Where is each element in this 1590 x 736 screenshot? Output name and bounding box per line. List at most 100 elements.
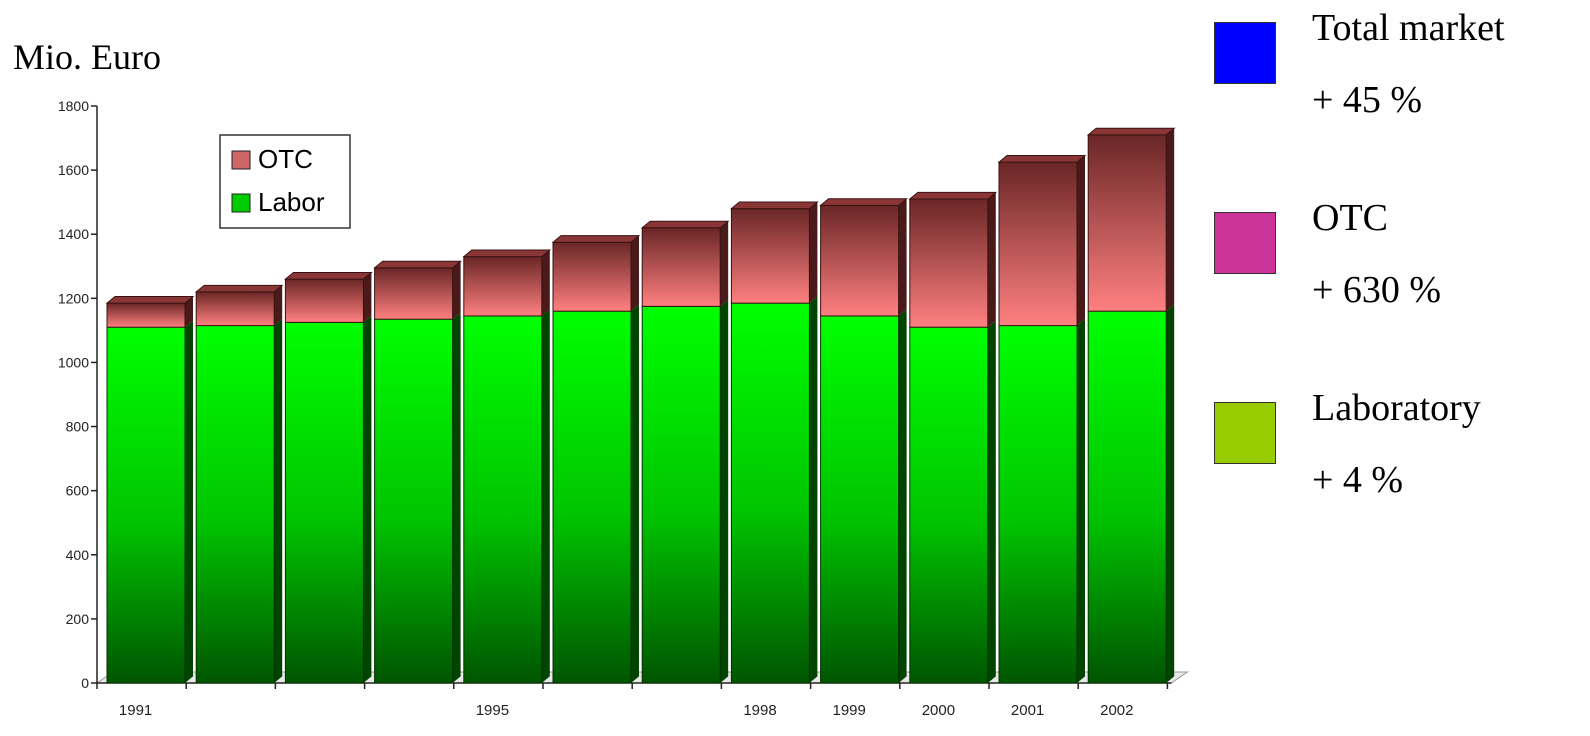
- y-tick-label: 400: [66, 547, 90, 563]
- laboratory-swatch: [1214, 402, 1276, 464]
- otc-bar-side: [631, 235, 639, 312]
- labor-bar-side: [185, 320, 193, 683]
- otc-bar-top: [551, 235, 641, 243]
- otc-bar-top: [1086, 127, 1176, 136]
- labor-bar: [552, 310, 632, 684]
- bars-layer: [105, 127, 1176, 684]
- bar-group-2000: [908, 191, 998, 684]
- otc-bar-top: [640, 220, 730, 229]
- labor-bar: [463, 315, 543, 684]
- labor-bar: [284, 321, 364, 684]
- bar-group-2001: [997, 154, 1087, 684]
- y-tick-label: 600: [66, 483, 90, 499]
- side-legend-entry-laboratory: Laboratory + 4 %: [1212, 387, 1590, 540]
- labor-bar: [641, 305, 721, 684]
- labor-bar: [998, 325, 1078, 684]
- labor-bar-side: [1077, 318, 1085, 683]
- labor-bar: [909, 326, 989, 684]
- x-tick-label: 1998: [743, 702, 776, 719]
- otc-change: + 630 %: [1312, 269, 1442, 311]
- otc-bar: [1087, 134, 1167, 312]
- stacked-bar-chart: 0 200 400 600 800 1000 1200 1400 1600 1800 1991 199…: [58, 98, 1190, 719]
- legend-swatch-labor: [231, 193, 251, 213]
- labor-bar-side: [987, 320, 996, 683]
- otc-bar-side: [898, 198, 907, 316]
- y-tick-label: 1000: [58, 354, 89, 370]
- x-tick-label: 2001: [1011, 702, 1044, 719]
- otc-bar: [106, 302, 186, 328]
- otc-bar-side: [452, 261, 461, 320]
- otc-bar-top: [462, 249, 552, 258]
- labor-bar: [1087, 310, 1167, 684]
- side-legend-entry-otc: OTC + 630 %: [1212, 197, 1590, 350]
- chart-legend: OTC Labor: [219, 134, 351, 229]
- otc-bar-top: [284, 272, 373, 280]
- labor-bar-side: [452, 312, 461, 683]
- y-axis-unit-label: Mio. Euro: [13, 37, 161, 77]
- otc-bar-side: [541, 250, 550, 316]
- labor-bar-side: [720, 299, 729, 683]
- labor-bar-side: [898, 309, 907, 683]
- chart-area: Mio. Euro 0 200 400 600 800 1000 1200 1400 1600 1…: [13, 37, 1190, 719]
- bar-group-1995: [462, 249, 552, 684]
- labor-bar-side: [631, 304, 639, 683]
- otc-bar-side: [1166, 128, 1175, 312]
- labor-bar: [374, 318, 454, 684]
- otc-swatch: [1214, 212, 1276, 274]
- total-market-label: Total market: [1312, 7, 1505, 49]
- legend-label-otc: OTC: [258, 144, 313, 174]
- labor-bar: [106, 326, 186, 684]
- otc-bar-side: [720, 221, 729, 307]
- labor-bar-side: [274, 318, 283, 683]
- bar-group-1994: [373, 260, 462, 684]
- laboratory-change: + 4 %: [1312, 459, 1404, 501]
- y-tick-label: 0: [81, 675, 89, 691]
- y-tick-label: 1800: [58, 98, 89, 114]
- otc-bar-side: [987, 192, 996, 328]
- otc-bar: [195, 291, 275, 327]
- labor-bar: [820, 315, 900, 684]
- bar-group-1998: [730, 201, 819, 684]
- otc-bar: [641, 227, 721, 307]
- side-legend-entry-total: Total market + 45 %: [1212, 7, 1590, 160]
- bar-group-2002: [1086, 127, 1176, 684]
- legend-swatch-otc: [231, 150, 251, 170]
- legend-label-labor: Labor: [258, 187, 325, 217]
- otc-bar-side: [1077, 155, 1085, 326]
- bar-group-1996: [551, 235, 641, 684]
- otc-label: OTC: [1312, 197, 1388, 239]
- otc-bar-top: [997, 154, 1087, 163]
- x-tick-label: 2000: [922, 702, 955, 719]
- otc-bar-top: [194, 284, 284, 293]
- x-tick-label: 1999: [833, 702, 866, 719]
- y-tick-label: 1400: [58, 226, 89, 242]
- bar-group-1992: [194, 284, 284, 684]
- otc-bar: [909, 198, 989, 328]
- labor-bar: [730, 302, 810, 684]
- otc-bar-top: [730, 201, 819, 210]
- y-tick-label: 1600: [58, 162, 89, 178]
- otc-bar: [552, 241, 632, 312]
- bar-group-1993: [284, 272, 373, 684]
- otc-bar-top: [105, 296, 195, 304]
- y-tick-label: 1200: [58, 290, 89, 306]
- laboratory-label: Laboratory: [1312, 387, 1481, 429]
- otc-bar: [284, 278, 364, 323]
- otc-bar-side: [809, 201, 818, 304]
- otc-bar: [730, 208, 810, 304]
- bar-group-1991: [105, 296, 195, 684]
- labor-bar: [195, 325, 275, 684]
- growth-legend: Total market + 45 % OTC + 630 % Laborato…: [1212, 0, 1590, 731]
- otc-bar-side: [274, 285, 283, 326]
- labor-bar-side: [809, 296, 818, 683]
- bar-group-1997: [640, 220, 730, 684]
- y-tick-label: 800: [66, 419, 90, 435]
- otc-bar-top: [373, 260, 462, 269]
- y-tick-label: 200: [66, 611, 90, 627]
- bar-group-1999: [819, 198, 908, 684]
- otc-bar: [820, 204, 900, 317]
- otc-bar: [463, 256, 543, 317]
- labor-bar-side: [1166, 304, 1175, 683]
- x-tick-label: 1991: [119, 702, 152, 719]
- labor-bar-side: [363, 315, 372, 683]
